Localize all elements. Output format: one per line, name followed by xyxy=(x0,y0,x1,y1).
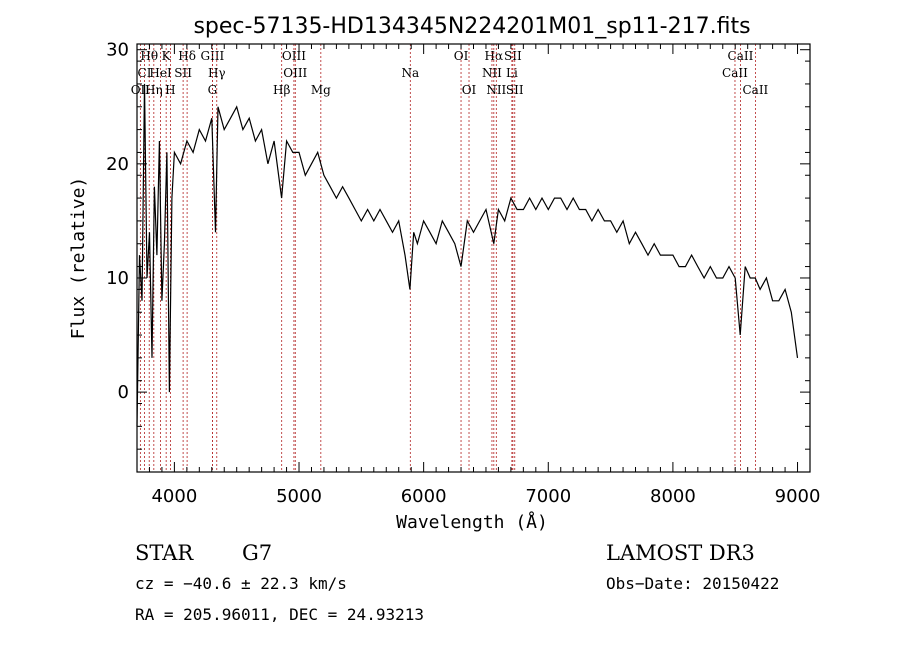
line-marker-label: Hη xyxy=(145,83,163,97)
line-marker-label: Mg xyxy=(311,83,331,97)
line-marker-label: OII xyxy=(131,83,151,97)
spectrum-series xyxy=(136,83,799,427)
x-axis: 4000 5000 6000 7000 8000 9000 xyxy=(136,44,821,507)
line-marker-label: CaII xyxy=(728,49,754,63)
y-tick-label: 10 xyxy=(106,268,129,289)
line-marker-label: OI xyxy=(462,83,477,97)
line-marker-label: NII xyxy=(486,83,506,97)
survey-name: LAMOST DR3 xyxy=(606,541,755,565)
x-tick-label: 9000 xyxy=(775,486,821,507)
line-marker-label: OIII xyxy=(282,49,306,63)
line-marker-label: CI xyxy=(138,66,152,80)
plot-frame xyxy=(136,43,811,473)
line-marker-label: Li xyxy=(506,66,518,80)
line-marker-label: SII xyxy=(506,83,524,97)
y-tick-label: 0 xyxy=(118,382,129,403)
line-marker-label: Hθ xyxy=(140,49,158,63)
line-marker-label: Hβ xyxy=(273,83,290,97)
line-marker-label: Hα xyxy=(485,49,504,63)
y-axis: 0 10 20 30 xyxy=(106,40,810,450)
x-tick-label: 4000 xyxy=(151,486,197,507)
y-tick-label: 30 xyxy=(106,40,129,61)
line-marker-label: Hδ xyxy=(178,49,196,63)
redshift-text: cz = −40.6 ± 22.3 km/s xyxy=(135,574,347,593)
y-axis-label: Flux (relative) xyxy=(68,177,89,340)
x-tick-label: 5000 xyxy=(276,486,322,507)
line-marker-label: SII xyxy=(504,49,522,63)
coordinates-text: RA = 205.96011, DEC = 24.93213 xyxy=(135,605,424,624)
line-marker-label: CaII xyxy=(722,66,748,80)
line-marker-label: H xyxy=(165,83,175,97)
line-marker-label: OI xyxy=(454,49,469,63)
line-marker-label: SII xyxy=(174,66,192,80)
line-marker-label: OIII xyxy=(283,66,307,80)
line-marker-label: HeI xyxy=(149,66,172,80)
x-axis-label: Wavelength (Å) xyxy=(396,511,548,533)
obs-date-text: Obs−Date: 20150422 xyxy=(606,574,779,593)
x-tick-label: 6000 xyxy=(401,486,447,507)
object-class: STAR xyxy=(135,541,194,565)
line-marker-label: CaII xyxy=(742,83,768,97)
spectrum-line-0 xyxy=(136,83,799,427)
line-marker-label: Na xyxy=(401,66,419,80)
line-marker-label: G xyxy=(208,83,218,97)
chart-title: spec-57135-HD134345N224201M01_sp11-217.f… xyxy=(193,14,750,39)
y-tick-label: 20 xyxy=(106,154,129,175)
line-marker-label: Hγ xyxy=(208,66,226,80)
object-subclass: G7 xyxy=(242,541,272,565)
line-marker-label: NII xyxy=(482,66,502,80)
x-tick-label: 7000 xyxy=(525,486,571,507)
x-tick-label: 8000 xyxy=(650,486,696,507)
line-marker-label: K xyxy=(162,49,172,63)
